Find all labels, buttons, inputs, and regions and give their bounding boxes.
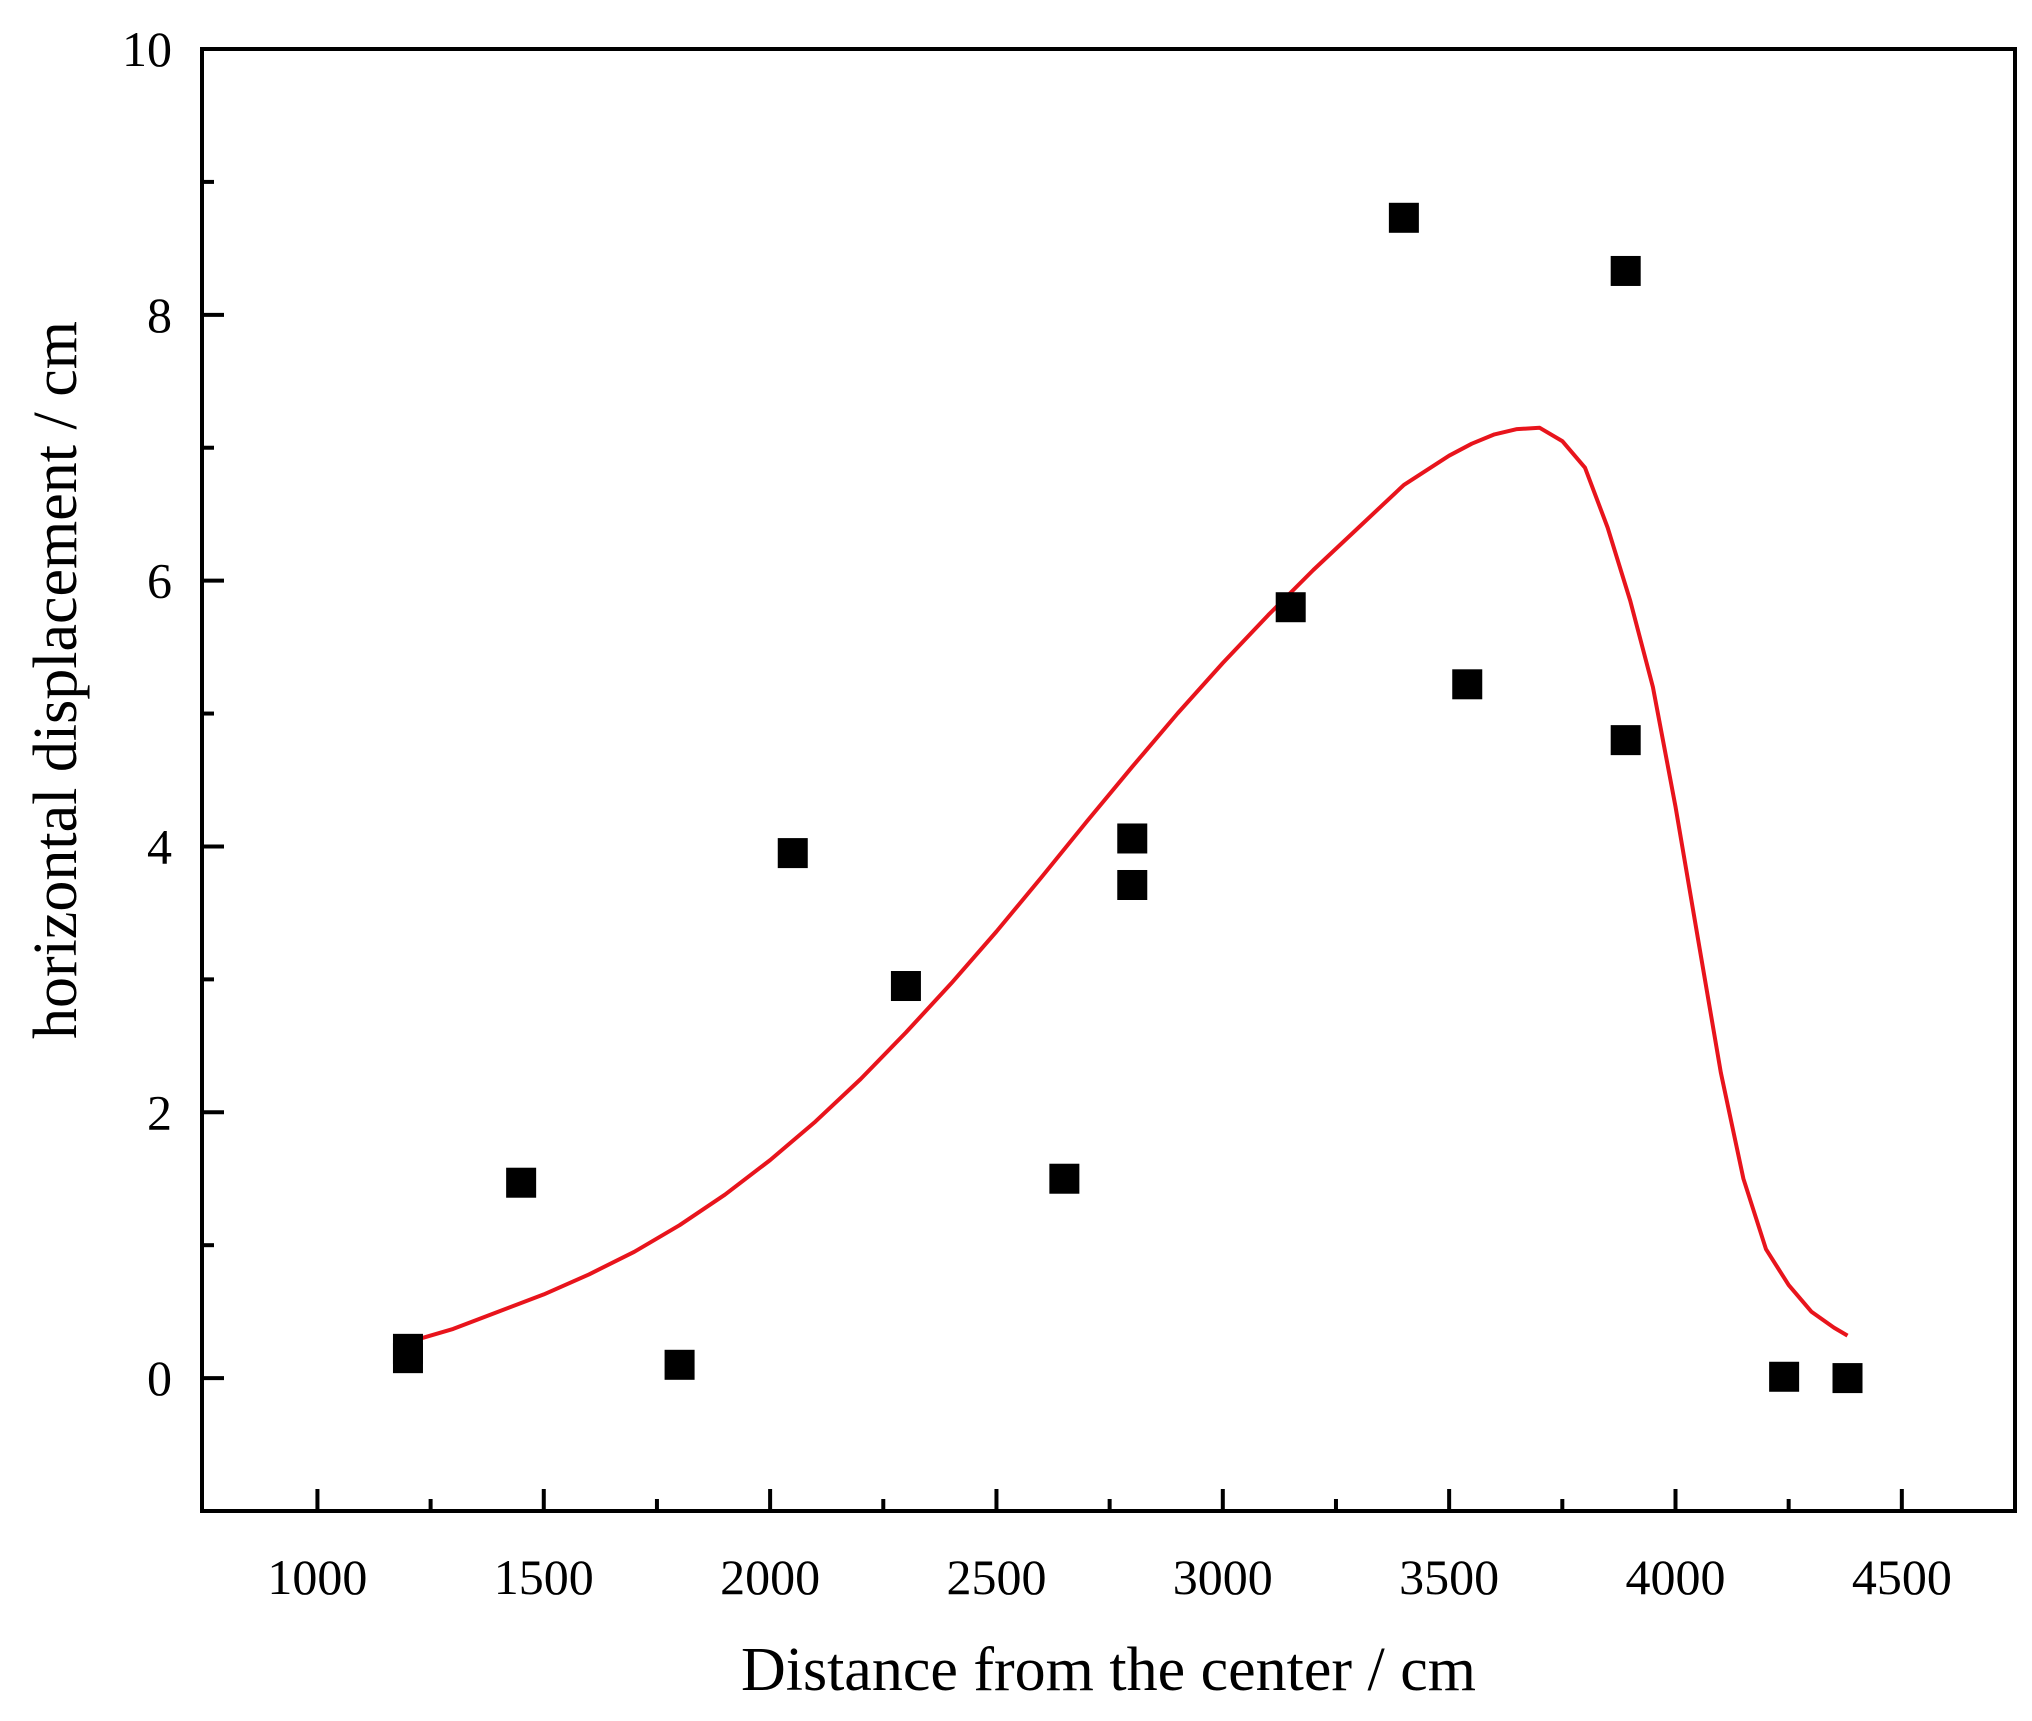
y-tick-label: 6 [147,553,172,609]
x-axis-title: Distance from the center / cm [741,1636,1476,1704]
plot-frame [200,47,2017,1513]
x-tick-label: 2000 [720,1549,820,1605]
x-tick-label: 1500 [494,1549,594,1605]
y-axis-title: horizontal displacement / cm [22,321,90,1039]
x-tick-label: 2500 [946,1549,1046,1605]
tick-labels-layer: 1000 1500 2000 2500 3000 3500 4000 4500 0 2 4 6 8 10 [122,21,1952,1605]
data-point [664,1349,695,1380]
data-point [1117,823,1148,854]
data-point [1388,202,1419,233]
data-points-layer [392,202,1863,1394]
data-point [890,971,921,1002]
data-point [1117,869,1148,900]
x-tick-label: 1000 [267,1549,367,1605]
fit-curve-layer [407,425,1849,1345]
data-point [1610,255,1641,286]
data-point [1769,1361,1800,1392]
y-tick-label: 2 [147,1084,172,1140]
fit-curve [407,425,1849,1345]
data-point [1049,1163,1080,1194]
y-tick-label: 10 [122,21,172,77]
x-tick-label: 4500 [1852,1549,1952,1605]
data-point [392,1343,423,1374]
x-tick-label: 3000 [1173,1549,1273,1605]
x-tick-label: 4000 [1625,1549,1725,1605]
y-tick-label: 8 [147,287,172,343]
ticks-layer [202,47,1904,1513]
y-tick-label: 4 [147,818,172,874]
data-point [1610,725,1641,756]
data-point [777,838,808,869]
data-point [1275,592,1306,623]
data-point [506,1167,537,1198]
data-point [1832,1363,1863,1394]
data-point [1452,669,1483,700]
x-tick-label: 3500 [1399,1549,1499,1605]
y-tick-label: 0 [147,1350,172,1406]
